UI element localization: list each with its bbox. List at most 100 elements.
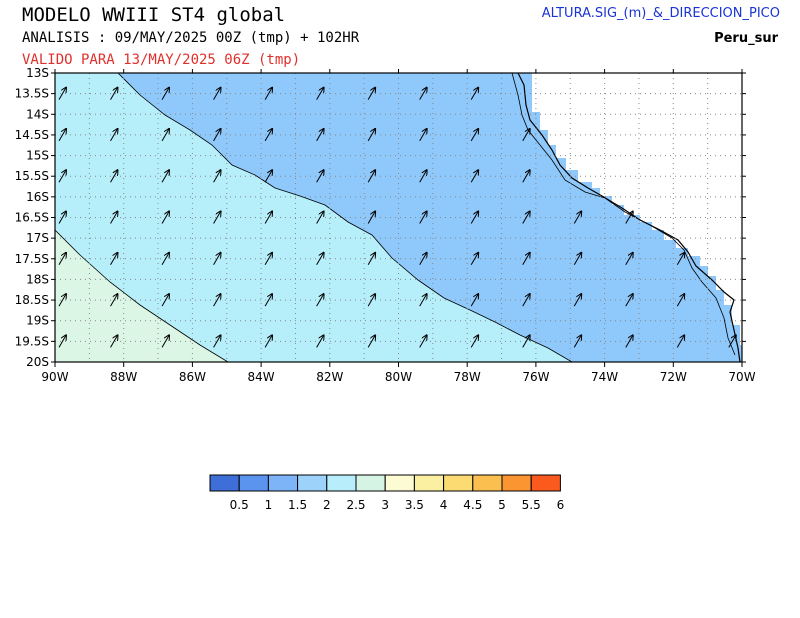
wave-direction-arrow-icon <box>316 253 324 266</box>
wave-direction-arrow-icon <box>264 253 272 266</box>
wave-direction-arrow-icon <box>419 212 427 224</box>
wave-direction-arrow-icon <box>161 170 169 183</box>
wave-direction-arrow-icon <box>316 170 324 183</box>
wave-direction-arrow-icon <box>625 294 633 307</box>
colorbar-swatch <box>443 474 474 492</box>
lat-tick-label: 14.5S <box>15 128 49 142</box>
wave-direction-arrow-icon <box>470 294 478 307</box>
colorbar-swatch <box>209 474 240 492</box>
wave-direction-arrow-icon <box>676 335 684 348</box>
lat-tick-label: 19.5S <box>15 334 49 348</box>
colorbar-label: 2.5 <box>346 498 365 512</box>
lon-tick-label: 84W <box>248 370 275 384</box>
map-grid <box>55 73 742 362</box>
lat-tick-label: 19S <box>26 314 49 328</box>
wave-direction-arrow-icon <box>161 253 169 266</box>
wave-direction-arrow-icon <box>213 294 221 307</box>
wave-direction-arrow-icon <box>522 129 530 142</box>
wave-direction-arrow-icon <box>161 212 169 224</box>
wave-direction-arrows <box>58 88 736 348</box>
wave-direction-arrow-icon <box>213 88 221 100</box>
wave-direction-arrow-icon <box>264 294 272 307</box>
colorbar-swatch <box>238 474 269 492</box>
wave-direction-arrow-icon <box>58 212 66 224</box>
lat-tick-label: 18S <box>26 272 49 286</box>
lat-tick-label: 17.5S <box>15 252 49 266</box>
lat-tick-label: 13.5S <box>15 87 49 101</box>
wave-direction-arrow-icon <box>58 253 66 266</box>
lat-tick-label: 16.5S <box>15 211 49 225</box>
wave-direction-arrow-icon <box>367 335 375 348</box>
wave-direction-arrow-icon <box>316 129 324 142</box>
lat-tick-label: 15S <box>26 149 49 163</box>
lon-tick-label: 70W <box>728 370 755 384</box>
lon-tick-label: 74W <box>591 370 618 384</box>
colorbar-swatch <box>326 474 357 492</box>
lat-tick-label: 13S <box>26 66 49 80</box>
coastline <box>517 73 741 362</box>
wave-direction-arrow-icon <box>110 88 118 100</box>
wave-direction-arrow-icon <box>419 294 427 307</box>
wave-direction-arrow-icon <box>316 335 324 348</box>
wave-direction-arrow-icon <box>676 294 684 307</box>
wave-direction-arrow-icon <box>419 253 427 266</box>
wave-direction-arrow-icon <box>728 335 736 348</box>
colorbar-label: 0.5 <box>230 498 249 512</box>
colorbar-label: 1.5 <box>288 498 307 512</box>
chart-title: MODELO WWIII ST4 global <box>22 4 286 26</box>
colorbar-swatch <box>384 474 415 492</box>
wave-direction-arrow-icon <box>161 129 169 142</box>
wave-direction-arrow-icon <box>470 88 478 100</box>
wave-direction-arrow-icon <box>264 212 272 224</box>
wave-direction-arrow-icon <box>419 335 427 348</box>
land-area <box>525 73 742 345</box>
colorbar-swatch <box>355 474 386 492</box>
wave-direction-arrow-icon <box>470 170 478 183</box>
wave-direction-arrow-icon <box>573 335 581 348</box>
wave-direction-arrow-icon <box>625 253 633 266</box>
wave-direction-arrow-icon <box>213 253 221 266</box>
wave-direction-arrow-icon <box>625 335 633 348</box>
wave-direction-arrow-icon <box>316 88 324 100</box>
wave-direction-arrow-icon <box>264 88 272 100</box>
wave-direction-arrow-icon <box>367 129 375 142</box>
lon-tick-label: 76W <box>522 370 549 384</box>
wave-direction-arrow-icon <box>470 129 478 142</box>
colorbar-swatch <box>472 474 503 492</box>
wave-direction-arrow-icon <box>522 253 530 266</box>
colorbar-label: 2 <box>323 498 331 512</box>
sea-band-2-2.5 <box>55 230 228 362</box>
wave-direction-arrow-icon <box>213 170 221 183</box>
wave-direction-arrow-icon <box>213 212 221 224</box>
latitude-labels: 13S 13.5S 14S 14.5S 15S 15.5S 16S 16.5S 17S 17.5S… <box>15 66 49 369</box>
lat-tick-label: 15.5S <box>15 169 49 183</box>
wave-direction-arrow-icon <box>522 294 530 307</box>
colorbar-label: 5.5 <box>522 498 541 512</box>
lon-tick-label: 82W <box>316 370 343 384</box>
wave-direction-arrow-icon <box>573 253 581 266</box>
wave-direction-arrow-icon <box>316 294 324 307</box>
region-name: Peru_sur <box>714 31 778 46</box>
wave-direction-arrow-icon <box>470 212 478 224</box>
lat-tick-label: 16S <box>26 190 49 204</box>
colorbar-label: 3 <box>381 498 389 512</box>
wave-direction-arrow-icon <box>419 129 427 142</box>
lat-tick-label: 17S <box>26 231 49 245</box>
wave-direction-arrow-icon <box>58 335 66 348</box>
lon-tick-label: 72W <box>660 370 687 384</box>
wave-direction-arrow-icon <box>110 294 118 307</box>
wave-direction-arrow-icon <box>522 170 530 183</box>
wave-direction-arrow-icon <box>676 253 684 266</box>
colorbar-label: 1 <box>265 498 273 512</box>
wave-direction-arrow-icon <box>522 212 530 224</box>
wave-direction-arrow-icon <box>110 170 118 183</box>
wave-direction-arrow-icon <box>367 253 375 266</box>
wave-direction-arrow-icon <box>110 253 118 266</box>
wave-direction-arrow-icon <box>367 212 375 224</box>
colorbar-swatch <box>297 474 328 492</box>
colorbar-label: 6 <box>557 498 565 512</box>
wave-direction-arrow-icon <box>470 335 478 348</box>
contour-1.5 <box>117 73 573 362</box>
